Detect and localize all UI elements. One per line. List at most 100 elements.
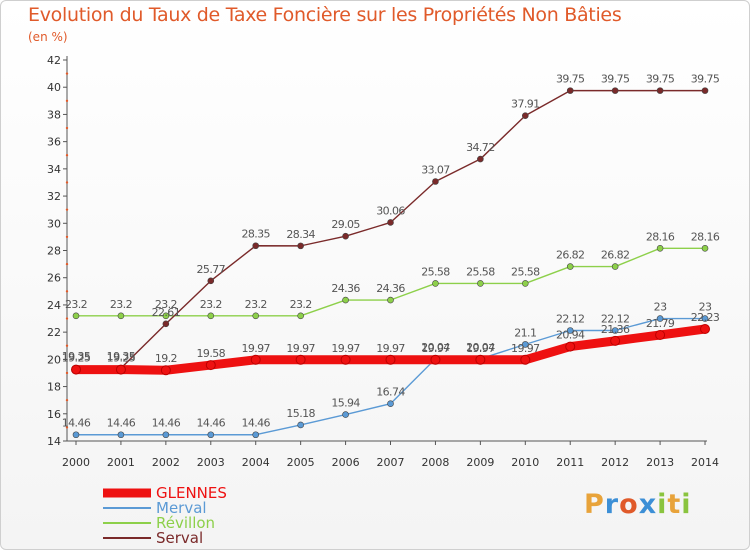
data-label: 19.97 (331, 342, 360, 355)
data-label: 23.2 (110, 298, 132, 311)
data-label: 39.75 (691, 73, 720, 86)
y-minor-tick (65, 426, 69, 429)
x-tick-label: 2000 (62, 456, 90, 469)
data-point (611, 263, 619, 270)
data-label: 20.94 (556, 329, 585, 342)
data-label: 39.75 (646, 73, 675, 86)
y-tick-label: 24 (47, 299, 61, 312)
data-point (340, 354, 351, 365)
data-point (432, 280, 439, 287)
data-point (701, 315, 709, 322)
y-tick-label: 22 (47, 326, 61, 339)
data-point (700, 324, 711, 335)
data-point (160, 365, 171, 376)
y-tick-label: 20 (47, 353, 61, 366)
data-point (566, 87, 574, 94)
data-point (520, 354, 531, 365)
y-minor-tick (65, 181, 69, 184)
y-minor-tick (65, 235, 69, 239)
data-point (701, 245, 709, 252)
data-label: 21.79 (646, 317, 675, 330)
data-point (162, 320, 170, 328)
data-point (521, 112, 529, 119)
y-tick-label: 34 (47, 163, 61, 176)
data-point (115, 364, 126, 375)
data-label: 22.23 (691, 311, 720, 324)
data-label: 19.97 (286, 342, 315, 355)
data-point (207, 431, 215, 439)
y-minor-tick (65, 262, 69, 266)
data-label: 39.75 (601, 73, 630, 86)
data-label: 26.82 (601, 249, 630, 262)
data-label: 15.94 (331, 397, 360, 410)
data-point (297, 421, 304, 429)
data-point (252, 242, 260, 250)
x-tick-label: 2001 (107, 456, 135, 469)
data-point (342, 411, 349, 418)
y-tick-label: 40 (47, 81, 61, 94)
data-label: 14.46 (107, 417, 136, 430)
data-label: 16.74 (376, 386, 405, 399)
data-label: 19.35 (107, 350, 136, 363)
data-point (342, 232, 349, 240)
data-label: 23 (654, 301, 667, 314)
data-label: 19.25 (62, 352, 91, 365)
data-point (655, 330, 666, 341)
data-point (566, 327, 574, 334)
data-label: 15.18 (286, 407, 315, 420)
data-label: 28.16 (691, 230, 720, 243)
data-point (477, 155, 484, 163)
legend-label-merval: Merval (156, 499, 207, 517)
data-label: 22.12 (556, 313, 585, 326)
data-label: 25.58 (421, 265, 450, 278)
data-label: 25.77 (197, 263, 226, 276)
x-tick-label: 2006 (332, 456, 360, 469)
data-point (432, 178, 439, 185)
x-tick-label: 2003 (197, 456, 225, 469)
data-label: 28.35 (241, 228, 270, 241)
data-point (521, 280, 529, 287)
data-label: 34.72 (466, 141, 495, 154)
y-minor-tick (65, 344, 69, 347)
data-point (72, 312, 80, 320)
legend-label-glennes: GLENNES (156, 484, 227, 502)
y-tick-label: 32 (47, 190, 61, 203)
y-minor-tick (65, 317, 69, 320)
x-tick-label: 2012 (601, 456, 629, 469)
data-point (610, 335, 621, 346)
data-point (611, 327, 619, 334)
data-label: 37.91 (511, 98, 540, 111)
data-label: 28.34 (286, 228, 315, 241)
y-minor-tick (65, 72, 69, 75)
y-tick-label: 42 (47, 54, 61, 67)
data-label: 25.58 (466, 265, 495, 278)
x-tick-label: 2004 (242, 456, 270, 469)
x-tick-label: 2005 (287, 456, 315, 469)
data-point (656, 315, 664, 322)
data-label: 19.35 (62, 350, 91, 363)
data-label: 14.46 (152, 417, 181, 430)
unit-label: (en %) (28, 30, 68, 44)
data-label: 19.97 (466, 342, 495, 355)
data-label: 24.36 (331, 282, 360, 295)
proxiti-logo: Proxiti (584, 489, 692, 520)
y-minor-tick (65, 126, 69, 130)
data-point (205, 360, 216, 371)
data-point (207, 277, 215, 285)
y-minor-tick (65, 290, 69, 293)
data-point (385, 354, 396, 365)
x-tick-label: 2002 (152, 456, 180, 469)
x-tick-label: 2007 (377, 456, 405, 469)
data-label: 19.25 (107, 352, 136, 365)
legend-label-serval: Serval (156, 529, 203, 547)
data-point (701, 87, 709, 94)
data-label: 23.2 (65, 298, 87, 311)
y-tick-label: 16 (47, 408, 61, 421)
x-tick-label: 2010 (511, 456, 539, 469)
data-label: 22.61 (152, 306, 181, 319)
data-point (656, 245, 664, 252)
x-tick-label: 2009 (466, 456, 494, 469)
data-point (342, 296, 349, 304)
x-tick-label: 2008 (421, 456, 449, 469)
data-point (252, 312, 260, 320)
